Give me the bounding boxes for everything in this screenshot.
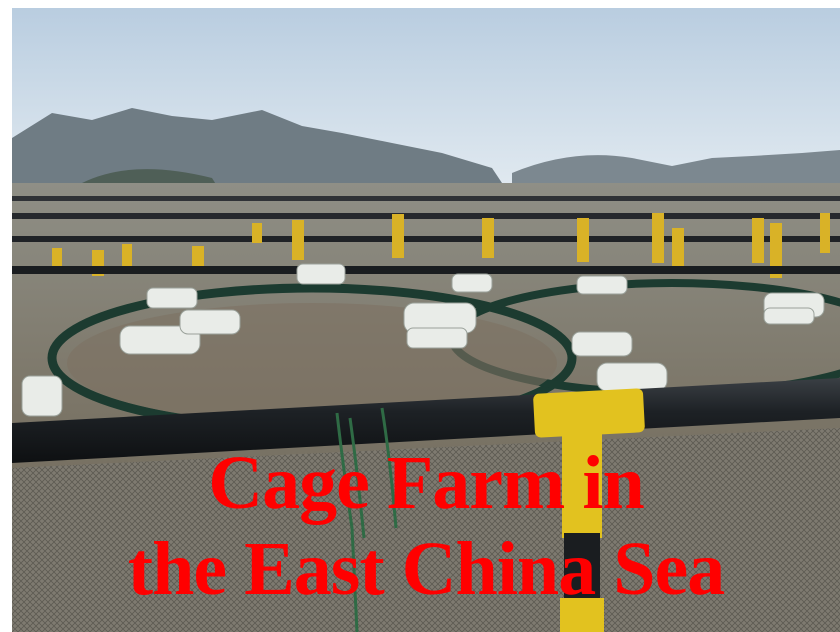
far-rail — [12, 196, 840, 201]
yellow-connector — [533, 388, 645, 438]
caption: Cage Farm in the East China Sea — [12, 440, 840, 612]
yellow-post — [562, 428, 602, 538]
mountains-right — [512, 150, 840, 188]
far-rail-2 — [12, 213, 840, 219]
cage-farm-photo — [12, 8, 840, 632]
net — [12, 428, 840, 632]
white-floats — [21, 263, 825, 417]
yellow-post-base — [560, 598, 604, 632]
black-post — [564, 533, 600, 603]
photo-illustration — [12, 8, 840, 632]
green-ropes — [335, 407, 398, 632]
caption-line-1: Cage Farm in — [208, 441, 644, 525]
back-rail — [12, 266, 840, 274]
mid-rail — [12, 236, 840, 242]
caption-line-2: the East China Sea — [127, 527, 725, 611]
mountains-left — [12, 108, 502, 188]
